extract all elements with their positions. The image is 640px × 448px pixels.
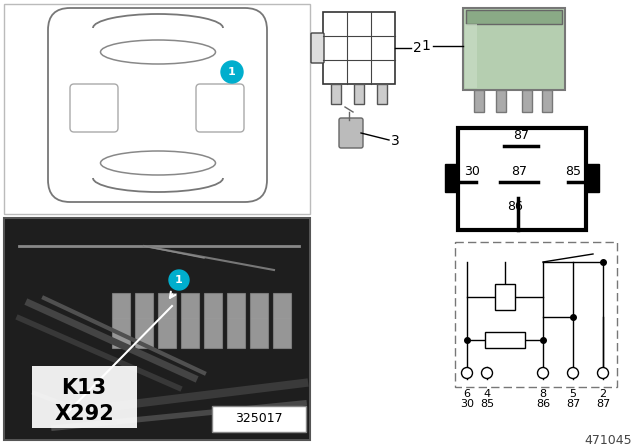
Text: 8: 8 [540, 389, 547, 399]
Bar [5, 219, 309, 439]
Bar [445, 164, 458, 192]
Bar [495, 284, 515, 310]
Circle shape [461, 367, 472, 379]
Circle shape [568, 367, 579, 379]
Text: 86: 86 [536, 399, 550, 409]
Text: 3: 3 [391, 134, 400, 148]
Bar [458, 128, 586, 230]
Ellipse shape [100, 151, 216, 175]
Text: K13: K13 [61, 378, 107, 398]
Bar [323, 12, 395, 84]
Bar [158, 293, 176, 348]
Text: 1: 1 [228, 67, 236, 77]
Circle shape [221, 61, 243, 83]
Bar [522, 90, 532, 112]
Bar [331, 84, 341, 104]
Text: 1: 1 [175, 275, 183, 285]
Bar [135, 293, 153, 348]
Text: 87: 87 [596, 399, 610, 409]
Text: 30: 30 [464, 165, 480, 178]
Bar [496, 90, 506, 112]
Bar [586, 164, 599, 192]
Bar [465, 24, 477, 88]
Bar [212, 406, 306, 432]
Bar [474, 90, 484, 112]
Bar [455, 242, 617, 387]
Circle shape [169, 270, 189, 290]
Bar [485, 332, 525, 348]
Ellipse shape [100, 40, 216, 64]
Text: X292: X292 [54, 404, 114, 424]
Circle shape [598, 367, 609, 379]
Text: 87: 87 [511, 165, 527, 178]
FancyBboxPatch shape [70, 84, 118, 132]
Bar [542, 90, 552, 112]
Circle shape [481, 367, 493, 379]
Text: 2: 2 [413, 41, 422, 55]
Text: 87: 87 [566, 399, 580, 409]
Bar [204, 293, 222, 348]
FancyBboxPatch shape [196, 84, 244, 132]
Bar [354, 84, 364, 104]
Text: 30: 30 [460, 399, 474, 409]
FancyBboxPatch shape [311, 33, 324, 63]
FancyBboxPatch shape [48, 8, 267, 202]
Text: 85: 85 [565, 165, 581, 178]
Text: 1: 1 [421, 39, 430, 53]
Circle shape [538, 367, 548, 379]
Bar [227, 293, 245, 348]
Bar [4, 218, 310, 440]
Text: 5: 5 [570, 389, 577, 399]
Bar [377, 84, 387, 104]
Bar [112, 293, 130, 348]
Text: 85: 85 [480, 399, 494, 409]
Bar [463, 8, 565, 90]
Text: 4: 4 [483, 389, 491, 399]
Text: 471045: 471045 [584, 434, 632, 447]
Bar [181, 293, 199, 348]
Bar [273, 293, 291, 348]
Text: 325017: 325017 [235, 413, 283, 426]
Bar [466, 10, 562, 24]
FancyBboxPatch shape [339, 118, 363, 148]
Bar [250, 293, 268, 348]
Text: 86: 86 [507, 200, 523, 213]
Text: 87: 87 [513, 129, 529, 142]
Text: 2: 2 [600, 389, 607, 399]
Bar [4, 4, 310, 214]
Bar [32, 366, 137, 428]
Text: 6: 6 [463, 389, 470, 399]
